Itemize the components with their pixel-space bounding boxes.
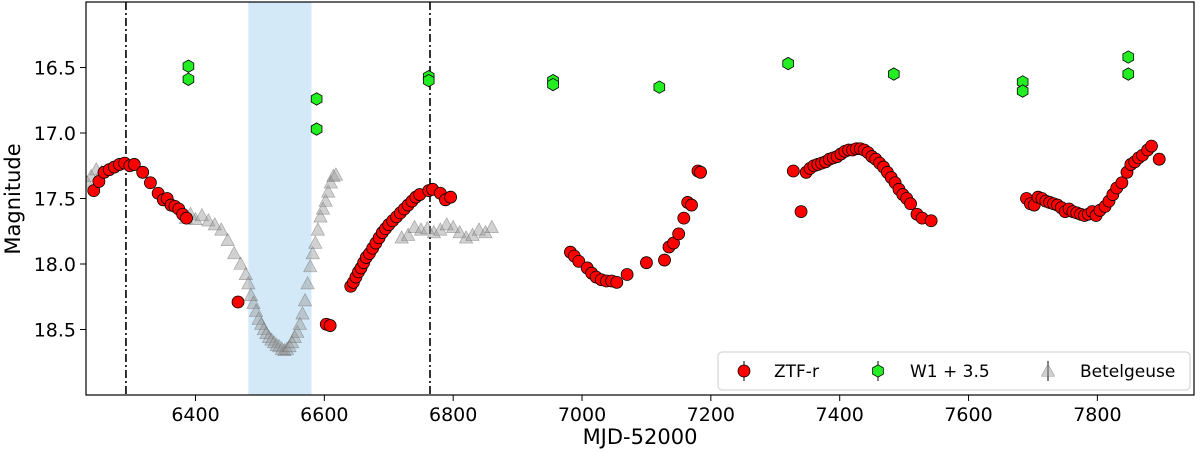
ztf-r-point: [1152, 152, 1166, 166]
betelgeuse-point: [328, 167, 344, 181]
betelgeuse-point: [452, 224, 467, 239]
betelgeuse-point: [214, 222, 229, 236]
betelgeuse-point: [303, 258, 318, 273]
betelgeuse-point: [259, 325, 274, 339]
ztf-r-point: [794, 205, 808, 219]
x-tick-label: 7400: [816, 404, 864, 426]
ztf-r-point: [1145, 139, 1158, 153]
ztf-r-point: [620, 268, 634, 281]
betelgeuse-point: [233, 256, 248, 270]
betelgeuse-point: [290, 324, 305, 338]
y-tick-label: 17.0: [34, 123, 76, 145]
betelgeuse-point: [279, 341, 295, 355]
betelgeuse-point: [313, 209, 328, 223]
legend-label: ZTF-r: [774, 362, 819, 382]
betelgeuse-point: [484, 219, 499, 233]
betelgeuse-point: [241, 276, 256, 290]
w1-point: [310, 122, 323, 136]
betelgeuse-point: [292, 316, 308, 330]
x-tick-label: 6600: [300, 404, 348, 426]
betelgeuse-point: [413, 222, 429, 236]
legend-label: W1 + 3.5: [910, 362, 990, 382]
x-tick-label: 7600: [944, 404, 992, 426]
ztf-r-point: [672, 227, 686, 241]
x-tick-label: 7200: [687, 404, 735, 426]
betelgeuse-point: [207, 217, 222, 231]
betelgeuse-point: [321, 184, 336, 198]
betelgeuse-point: [300, 276, 315, 290]
betelgeuse-point: [266, 334, 282, 349]
legend-w1-marker: [872, 364, 884, 378]
ztf-r-point: [924, 214, 938, 228]
betelgeuse-point: [426, 224, 442, 239]
betelgeuse-point: [471, 222, 487, 236]
betelgeuse-point: [323, 175, 338, 189]
x-tick-label: 6800: [429, 404, 477, 426]
betelgeuse-point: [394, 230, 409, 244]
y-tick-label: 17.5: [34, 189, 76, 211]
w1-point: [653, 80, 666, 94]
ztf-r-point: [786, 164, 800, 178]
w1-point: [182, 59, 195, 73]
ztf-r-point: [1115, 176, 1129, 190]
legend-box: [717, 351, 1191, 391]
betelgeuse-point: [305, 245, 320, 260]
ztf-r-point: [323, 319, 337, 332]
w1-point: [182, 72, 195, 86]
betelgeuse-point: [308, 235, 323, 249]
ztf-r-point: [640, 256, 653, 270]
ztf-r-point: [694, 165, 707, 179]
betelgeuse-point: [220, 232, 235, 246]
betelgeuse-point: [458, 230, 474, 244]
ztf-r-point: [144, 176, 157, 190]
betelgeuse-point: [407, 219, 422, 233]
betelgeuse-point: [256, 321, 271, 336]
betelgeuse-point: [227, 245, 242, 260]
betelgeuse-point: [318, 193, 333, 207]
y-tick-label: 18.5: [34, 320, 76, 342]
y-axis-label: Magnitude: [1, 143, 25, 254]
betelgeuse-point: [238, 266, 253, 281]
x-tick-label: 7800: [1073, 404, 1121, 426]
x-axis-label: MJD-52000: [583, 425, 698, 449]
betelgeuse-point: [400, 227, 416, 241]
betelgeuse-point: [315, 201, 331, 215]
w1-point: [422, 73, 435, 88]
ztf-r-point: [231, 295, 245, 309]
w1-point: [1016, 84, 1029, 98]
legend: ZTF-r W1 + 3.5 Betelgeuse: [717, 351, 1191, 391]
ztf-r-point: [127, 158, 141, 171]
w1-point: [547, 77, 559, 92]
ztf-r-point: [610, 275, 624, 289]
ztf-r-point: [677, 211, 691, 225]
ztf-r-point: [180, 211, 193, 225]
ztf-r-point: [572, 254, 586, 268]
ztf-r-point: [136, 165, 150, 179]
ztf-r-point: [904, 197, 917, 211]
ztf-r-point: [444, 190, 458, 204]
betelgeuse-point: [446, 219, 461, 233]
ztf-r-point: [658, 253, 671, 267]
legend-ztf-r-marker: [737, 364, 751, 378]
betelgeuse-point: [194, 207, 210, 222]
legend-betelgeuse-marker: [1040, 363, 1056, 377]
w1-point: [888, 67, 900, 81]
betelgeuse-point: [282, 338, 297, 353]
betelgeuse-point: [272, 338, 287, 353]
w1-point: [1122, 50, 1135, 64]
x-tick-label: 6400: [171, 404, 219, 426]
y-tick-label: 18.0: [34, 254, 76, 276]
betelgeuse-point: [310, 222, 326, 236]
x-tick-label: 7000: [558, 404, 606, 426]
ztf-r-point: [685, 198, 698, 212]
betelgeuse-point: [295, 306, 310, 320]
legend-label: Betelgeuse: [1080, 362, 1175, 382]
w1-point: [1122, 67, 1135, 81]
betelgeuse-point: [439, 217, 454, 231]
w1-point: [310, 92, 323, 106]
w1-point: [782, 56, 794, 71]
y-tick-label: 16.5: [34, 58, 76, 80]
betelgeuse-point: [297, 293, 313, 307]
